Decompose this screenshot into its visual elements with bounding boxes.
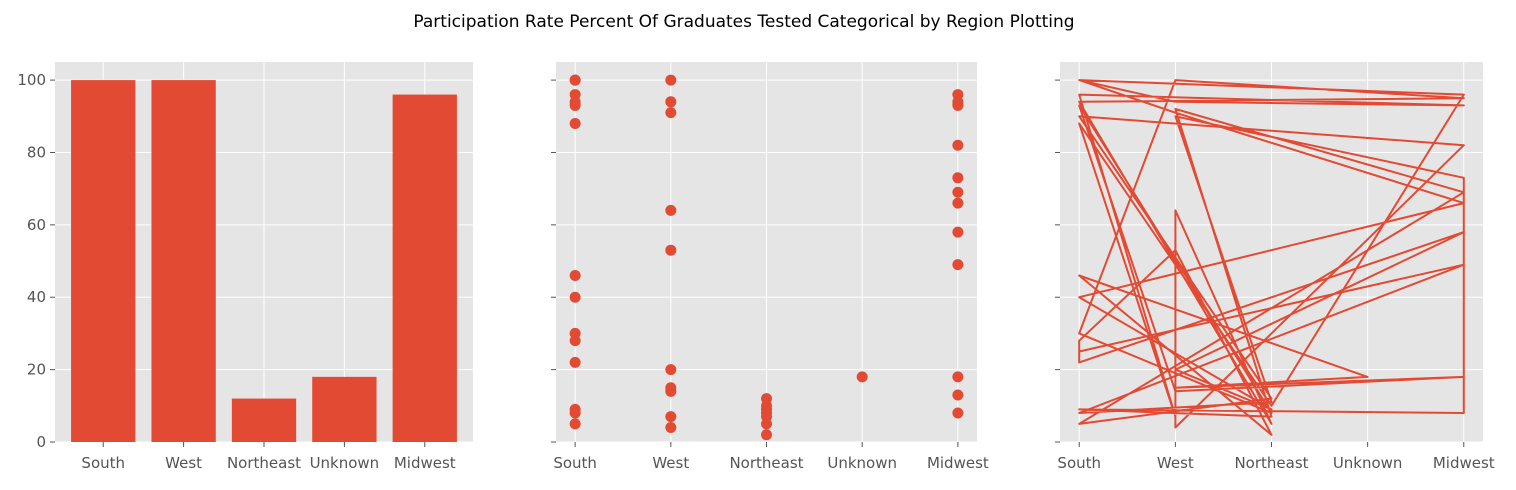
bar-unknown (312, 376, 377, 442)
scatter-point (665, 244, 677, 256)
scatter-point (665, 364, 677, 376)
scatter-point (761, 418, 772, 430)
x-tick-label: Unknown (827, 454, 897, 472)
y-tick-label: 20 (27, 361, 46, 379)
scatter-point (952, 407, 964, 419)
scatter-point (569, 407, 581, 419)
x-tick-label: Northeast (729, 454, 803, 472)
scatter-point (665, 411, 677, 423)
x-tick-label: Midwest (394, 454, 456, 472)
scatter-point (569, 74, 581, 86)
scatter-point (952, 139, 964, 151)
scatter-point (856, 371, 868, 383)
x-tick-label: South (553, 454, 597, 472)
scatter-point (761, 429, 772, 441)
scatter-point (952, 226, 964, 238)
bar-chart-panel: 0 20 40 60 80 100 South West Northeast Unknown Mid… (17, 62, 473, 472)
scatter-point (569, 291, 581, 303)
bar-south (71, 80, 136, 442)
scatter-point (569, 356, 581, 368)
y-tick-label: 40 (27, 288, 46, 306)
x-tick-label: West (165, 454, 202, 472)
scatter-point (569, 99, 581, 111)
scatter-point (665, 96, 677, 108)
scatter-point (569, 118, 581, 130)
x-tick-label: Midwest (1433, 454, 1495, 472)
x-tick-label: Northeast (1234, 454, 1308, 472)
scatter-point (665, 74, 677, 86)
scatter-point (952, 371, 964, 383)
x-tick-label: Northeast (227, 454, 301, 472)
scatter-point (569, 418, 581, 430)
x-tick-label: West (652, 454, 689, 472)
scatter-point (569, 335, 581, 347)
x-tick-label: Unknown (1333, 454, 1403, 472)
x-tick-label: South (81, 454, 125, 472)
x-tick-label: Unknown (310, 454, 380, 472)
x-tick-label: West (1157, 454, 1194, 472)
scatter-point (952, 99, 964, 111)
scatter-point (665, 107, 677, 119)
y-tick-label: 100 (17, 71, 46, 89)
figure-title: Participation Rate Percent Of Graduates … (413, 12, 1074, 32)
scatter-point (952, 389, 964, 401)
scatter-point (952, 172, 964, 184)
y-tick-label: 80 (27, 143, 46, 161)
series-line (1078, 79, 1465, 436)
bar-west (151, 80, 216, 442)
scatter-point (952, 186, 964, 198)
scatter-point (952, 259, 964, 271)
x-tick-label: Midwest (927, 454, 989, 472)
scatter-point (569, 270, 581, 282)
bar-midwest (392, 94, 457, 443)
scatter-point (665, 385, 677, 397)
line-chart-panel: South West Northeast Unknown Midwest (1055, 62, 1495, 472)
x-tick-label: South (1057, 454, 1101, 472)
scatter-point (665, 204, 677, 216)
y-tick-label: 60 (27, 216, 46, 234)
scatter-point (952, 197, 964, 209)
scatter-chart-panel: South West Northeast Unknown Midwest (551, 62, 989, 472)
scatter-point (665, 422, 677, 434)
y-tick-label: 0 (36, 433, 46, 451)
bar-northeast (231, 398, 297, 442)
